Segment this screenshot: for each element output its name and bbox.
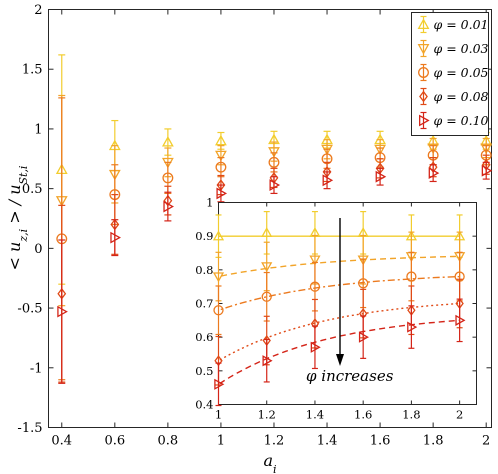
axis-labels: ai < uz,i > / uSt,i (5, 166, 277, 474)
data-point (455, 314, 466, 326)
legend-label: φ = 0.03 (434, 41, 489, 56)
data-point (57, 305, 68, 318)
x-axis-label-subscript: i (273, 463, 277, 474)
x-tick-label: 1.8 (423, 434, 444, 449)
x-tick-label: 2 (482, 434, 490, 449)
inset-x-tick-label: 1.2 (258, 408, 276, 422)
data-point (322, 174, 334, 187)
data-point (214, 378, 225, 390)
x-tick-label: 1.4 (317, 434, 338, 449)
data-point (427, 143, 440, 155)
inset-series-triangle-right (214, 298, 466, 407)
data-point (375, 170, 387, 183)
inset-fit-line (218, 302, 460, 362)
data-point (269, 179, 281, 191)
data-point (428, 167, 440, 180)
y-axis-label-part: > / u (5, 185, 24, 229)
data-point (161, 135, 174, 147)
data-point (419, 90, 428, 103)
main-series (55, 54, 493, 384)
data-point (358, 278, 369, 289)
y-tick-label: -0.5 (17, 302, 42, 317)
y-axis-label: < uz,i > / uSt,i (5, 166, 30, 271)
x-tick-label: 1.2 (264, 434, 285, 449)
data-point (417, 44, 430, 55)
data-point (310, 341, 321, 353)
inset-plot: 0.4 0.5 0.6 0.7 0.8 0.9 1 1 1.2 1.4 1.6 1.8 2 φ incre… (195, 196, 477, 422)
data-point (110, 231, 121, 244)
x-axis-label: ai (263, 451, 276, 474)
data-point (262, 355, 273, 367)
inset-y-tick-label: 0.6 (195, 330, 213, 344)
inset-x-tick-label: 1.6 (354, 408, 372, 422)
inset-y-tick-label: 0.9 (195, 229, 213, 243)
inset-fit-line (218, 255, 460, 278)
data-point (213, 305, 224, 316)
y-axis-label-subscript: St,i (17, 166, 30, 185)
legend-label: φ = 0.08 (434, 89, 489, 104)
inset-x-tick-label: 2 (456, 408, 463, 422)
data-point (419, 114, 430, 127)
x-tick-label: 1 (217, 434, 225, 449)
data-point (261, 291, 272, 302)
annotation-arrowhead (336, 354, 344, 366)
inset-fit-line (218, 275, 460, 312)
data-point (215, 161, 227, 173)
y-tick-label: -1.5 (17, 421, 42, 436)
x-tick-label: 1.6 (370, 434, 391, 449)
data-point (407, 321, 418, 333)
legend-label: φ = 0.10 (434, 113, 489, 128)
x-tick-label: 0.6 (104, 434, 125, 449)
inset-x-tick-label: 1.4 (306, 408, 324, 422)
x-tick-label: 0.4 (51, 434, 72, 449)
data-point (268, 147, 280, 158)
inset-y-tick-label: 0.7 (195, 297, 213, 311)
inset-y-tick-label: 0.4 (195, 398, 213, 412)
x-tick-label: 0.8 (158, 434, 179, 449)
y-axis-label-part: < u (5, 242, 24, 271)
data-point (216, 187, 228, 200)
y-tick-label: 0 (34, 242, 42, 257)
inset-fit-line (218, 319, 460, 386)
data-point (406, 271, 417, 282)
y-tick-label: 1 (34, 122, 42, 137)
inset-y-tick-label: 0.5 (195, 364, 213, 378)
data-point (268, 156, 280, 168)
inset-y-tick-label: 0.8 (195, 263, 213, 277)
data-point (261, 226, 273, 238)
data-point (163, 200, 175, 213)
data-point (261, 262, 273, 273)
data-point (480, 143, 493, 155)
data-point (215, 150, 227, 162)
y-tick-label: -1 (30, 361, 43, 376)
inset-x-tick-label: 1 (215, 408, 222, 422)
data-point (309, 281, 321, 292)
annotation-text: φ increases (306, 367, 394, 385)
data-point (417, 18, 430, 29)
data-point (357, 255, 369, 266)
series-triangle-right (57, 161, 493, 384)
y-tick-label: 2 (34, 3, 42, 18)
data-point (162, 172, 174, 184)
legend-label: φ = 0.05 (434, 65, 489, 80)
data-point (418, 67, 429, 78)
data-point (215, 134, 227, 146)
inset-x-tick-label: 1.8 (402, 408, 420, 422)
legend-label: φ = 0.01 (434, 17, 489, 32)
inset-y-tick-label: 1 (206, 196, 213, 210)
legend: φ = 0.01 φ = 0.03 φ = 0.05 φ = 0.08 φ = 0.10 (411, 12, 489, 136)
data-point (481, 164, 493, 177)
data-point (212, 230, 225, 241)
data-point (358, 331, 370, 343)
data-point (212, 272, 225, 283)
y-tick-label: 1.5 (22, 63, 43, 78)
data-point (374, 144, 386, 156)
data-point (309, 255, 321, 266)
y-axis-label-subscript: z,i (17, 229, 30, 243)
y-tick-label: 0.5 (22, 182, 43, 197)
